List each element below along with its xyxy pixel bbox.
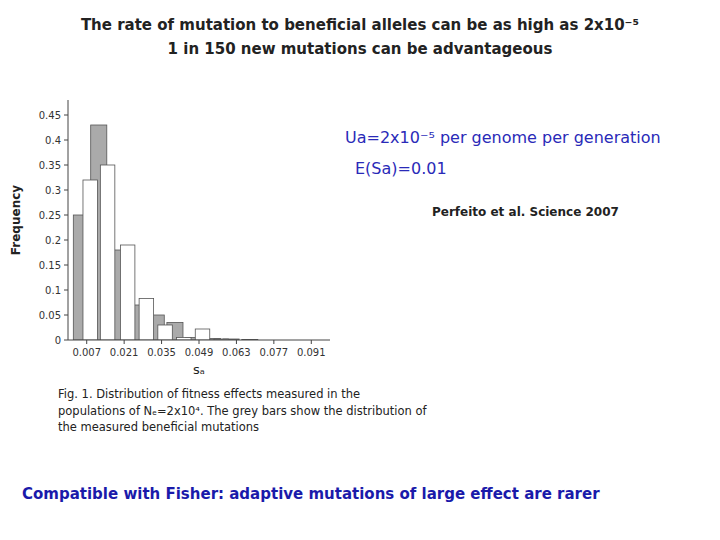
y-tick	[64, 290, 68, 291]
x-tick-label: 0.049	[185, 347, 214, 358]
x-tick	[236, 340, 237, 344]
bar	[139, 299, 153, 341]
y-tick	[64, 165, 68, 166]
chart: The rate of mutation to beneficial allel…	[0, 0, 720, 540]
x-axis-label: sₐ	[193, 362, 205, 377]
y-axis-label: Frequency	[9, 185, 23, 255]
y-tick-label: 0.1	[45, 285, 61, 296]
y-tick-label: 0.2	[45, 235, 61, 246]
y-tick	[64, 240, 68, 241]
y-tick-label: 0.4	[45, 135, 61, 146]
x-tick	[124, 340, 125, 344]
annotation: Ua=2x10⁻⁵ per genome per generation	[345, 128, 661, 147]
y-axis	[68, 100, 69, 340]
annotation: Fig. 1. Distribution of fitness effects …	[58, 387, 428, 434]
bar	[195, 329, 209, 340]
x-tick-label: 0.091	[297, 347, 326, 358]
x-tick-label: 0.063	[222, 347, 251, 358]
y-tick	[64, 115, 68, 116]
y-tick-label: 0	[55, 335, 61, 346]
annotation: Compatible with Fisher: adaptive mutatio…	[22, 485, 600, 503]
x-tick-label: 0.077	[260, 347, 289, 358]
bar	[100, 165, 114, 340]
x-tick-label: 0.007	[72, 347, 101, 358]
bar	[120, 245, 134, 340]
annotation: Perfeito et al. Science 2007	[432, 205, 619, 219]
annotation: E(Sa)=0.01	[355, 159, 447, 178]
y-tick-label: 0.45	[39, 110, 61, 121]
title: The rate of mutation to beneficial allel…	[81, 16, 639, 34]
y-tick	[64, 190, 68, 191]
x-tick	[161, 340, 162, 344]
y-tick	[64, 340, 68, 341]
bar	[158, 325, 172, 340]
bar	[83, 180, 97, 340]
y-tick-label: 0.35	[39, 160, 61, 171]
y-tick-label: 0.15	[39, 260, 61, 271]
x-tick	[273, 340, 274, 344]
y-tick	[64, 315, 68, 316]
y-tick	[64, 265, 68, 266]
x-tick-label: 0.021	[110, 347, 139, 358]
subtitle: 1 in 150 new mutations can be advantageo…	[168, 40, 553, 58]
x-tick	[86, 340, 87, 344]
bars	[73, 125, 258, 340]
x-tick	[199, 340, 200, 344]
y-tick-label: 0.3	[45, 185, 61, 196]
y-tick-label: 0.05	[39, 310, 61, 321]
x-tick	[311, 340, 312, 344]
y-tick-label: 0.25	[39, 210, 61, 221]
x-tick-label: 0.035	[147, 347, 176, 358]
y-tick	[64, 215, 68, 216]
y-tick	[64, 140, 68, 141]
